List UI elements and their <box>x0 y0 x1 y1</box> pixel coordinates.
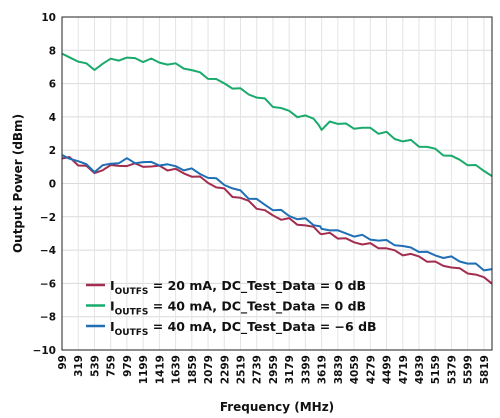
y-tick-label: −8 <box>40 312 56 324</box>
x-tick-label: 3839 <box>333 355 345 384</box>
x-tick-label: 3619 <box>317 355 329 384</box>
x-tick-label: 4279 <box>365 355 377 384</box>
y-tick-label: −4 <box>40 245 56 257</box>
y-tick-label: 0 <box>49 179 56 191</box>
x-tick-label: 1199 <box>138 355 150 384</box>
y-tick-labels: 10 8 6 4 2 0 −2 −4 −6 −8 −10 <box>33 12 56 357</box>
legend: IOUTFS = 20 mA, DC_Test_Data = 0 dB IOUTF… <box>86 278 377 338</box>
x-axis-label: Frequency (MHz) <box>220 400 334 414</box>
x-tick-label: 2739 <box>252 355 264 384</box>
x-tick-label: 319 <box>73 355 85 377</box>
legend-label-1: IOUTFS = 20 mA, DC_Test_Data = 0 dB <box>110 278 366 297</box>
x-tick-label: 5599 <box>463 355 475 384</box>
x-tick-label: 2959 <box>268 355 280 384</box>
x-tick-label: 4719 <box>398 355 410 384</box>
y-tick-label: −6 <box>40 278 56 290</box>
x-tick-label: 2519 <box>235 355 247 384</box>
y-tick-label: 8 <box>49 45 56 57</box>
x-tick-label: 4499 <box>382 355 394 384</box>
y-tick-label: −10 <box>33 345 56 357</box>
x-tick-label: 759 <box>106 355 118 377</box>
series-line-2 <box>61 52 493 177</box>
x-tick-label: 1419 <box>154 355 166 384</box>
x-tick-label: 979 <box>122 355 134 377</box>
x-tick-label: 4059 <box>349 355 361 384</box>
x-tick-label: 3179 <box>284 355 296 384</box>
y-tick-label: −2 <box>40 212 56 224</box>
x-tick-label: 4939 <box>414 355 426 384</box>
x-tick-label: 2079 <box>203 355 215 384</box>
y-tick-label: 10 <box>41 12 56 24</box>
legend-label-3: IOUTFS = 40 mA, DC_Test_Data = −6 dB <box>110 319 377 338</box>
x-tick-label: 3399 <box>300 355 312 384</box>
y-tick-label: 6 <box>49 79 56 91</box>
x-tick-label: 99 <box>57 355 69 370</box>
x-tick-label: 5379 <box>446 355 458 384</box>
x-tick-label: 1859 <box>187 355 199 384</box>
x-tick-labels: 99 319 539 759 979 1199 1419 1639 1859 2079 2299 25… <box>57 355 491 384</box>
y-tick-label: 2 <box>49 145 56 157</box>
y-tick-label: 4 <box>49 112 56 124</box>
y-axis-label: Output Power (dBm) <box>11 114 25 253</box>
x-tick-label: 1639 <box>171 355 183 384</box>
x-tick-label: 2299 <box>219 355 231 384</box>
x-tick-label: 5159 <box>430 355 442 384</box>
series-lines <box>61 52 493 285</box>
plot-frame <box>61 16 493 351</box>
x-tick-label: 5819 <box>479 355 491 384</box>
x-tick-label: 539 <box>89 355 101 377</box>
series-line-3 <box>61 154 493 272</box>
legend-label-2: IOUTFS = 40 mA, DC_Test_Data = 0 dB <box>110 299 366 318</box>
